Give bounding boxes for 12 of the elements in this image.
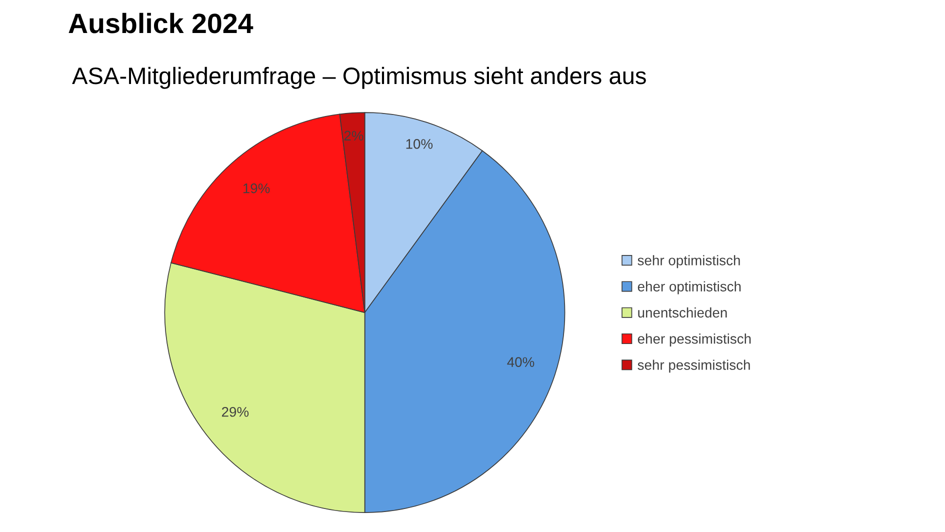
legend-label: sehr optimistisch — [638, 255, 740, 268]
legend-label: unentschieden — [638, 307, 727, 318]
data-label: 2% — [344, 130, 364, 141]
data-label: 10% — [406, 139, 433, 149]
legend-label: sehr pessimistisch — [638, 360, 750, 373]
data-label: 29% — [222, 406, 249, 417]
legend-label: eher pessimistisch — [638, 334, 751, 346]
chart-title: Ausblick 2024 — [68, 12, 254, 34]
data-label: 40% — [507, 357, 534, 367]
legend-label: eher optimistisch — [638, 281, 741, 294]
chart-subtitle: ASA-Mitgliederumfrage – Optimismus sieht anders aus — [72, 66, 646, 89]
data-label: 19% — [243, 183, 270, 194]
